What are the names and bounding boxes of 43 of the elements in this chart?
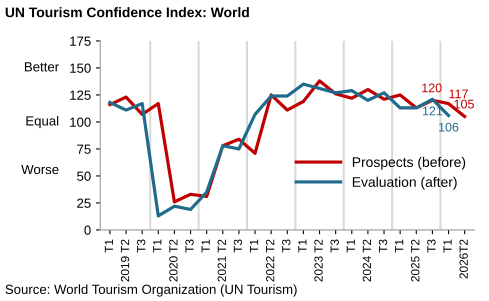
x-tick-label: T3: [330, 240, 339, 252]
legend-label: Evaluation (after): [352, 176, 457, 190]
x-tick-label: T3: [185, 240, 194, 252]
x-tick-label: T1: [250, 240, 258, 252]
x-tick-label: 2022 T2: [266, 240, 274, 282]
chart-title: UN Tourism Confidence Index: World: [6, 7, 249, 18]
x-tick-label: T1: [395, 240, 404, 252]
source-note: Source: World Tourism Organization (UN Tourism): [5, 284, 297, 297]
x-tick-label: 2021 T2: [218, 240, 226, 282]
y-tick-label: 175: [70, 36, 91, 46]
data-label: 121: [422, 106, 442, 116]
x-tick-label: T1: [298, 240, 306, 252]
x-tick-label: T1: [346, 240, 355, 252]
x-tick-label: T1: [202, 240, 210, 252]
x-tick-label: T1: [104, 240, 113, 252]
y-tick-label: 100: [70, 118, 91, 127]
x-tick-label: T3: [136, 240, 146, 252]
y-tick-label: 75: [77, 144, 91, 154]
legend-label: Prospects (before): [352, 156, 466, 170]
data-label: 106: [439, 122, 458, 132]
x-tick-label: 2026T2: [459, 240, 468, 278]
text: Equal: [26, 116, 58, 128]
x-tick-label: 2024 T2: [362, 240, 372, 282]
text: Worse: [21, 164, 59, 174]
x-tick-label: 2020 T2: [169, 240, 178, 282]
y-tick-label: 0: [84, 226, 91, 235]
x-tick-label: T1: [443, 240, 452, 252]
data-label: 105: [454, 100, 474, 109]
data-label: 117: [449, 90, 468, 98]
y-tick-label: 25: [77, 198, 91, 208]
y-tick-label: 50: [77, 172, 91, 181]
x-tick-label: 2023 T2: [314, 240, 323, 282]
y-tick-label: 150: [70, 64, 91, 73]
x-tick-label: T3: [282, 240, 290, 252]
x-tick-label: T3: [378, 240, 388, 252]
text: Better: [24, 62, 59, 72]
x-tick-label: T3: [234, 240, 242, 252]
y-tick-label: 125: [70, 90, 91, 100]
x-tick-label: T3: [427, 240, 436, 252]
x-tick-label: 2019 T2: [120, 240, 130, 282]
x-tick-label: T1: [153, 240, 162, 252]
data-label: 120: [422, 83, 442, 92]
x-tick-label: 2025 T2: [411, 240, 420, 282]
